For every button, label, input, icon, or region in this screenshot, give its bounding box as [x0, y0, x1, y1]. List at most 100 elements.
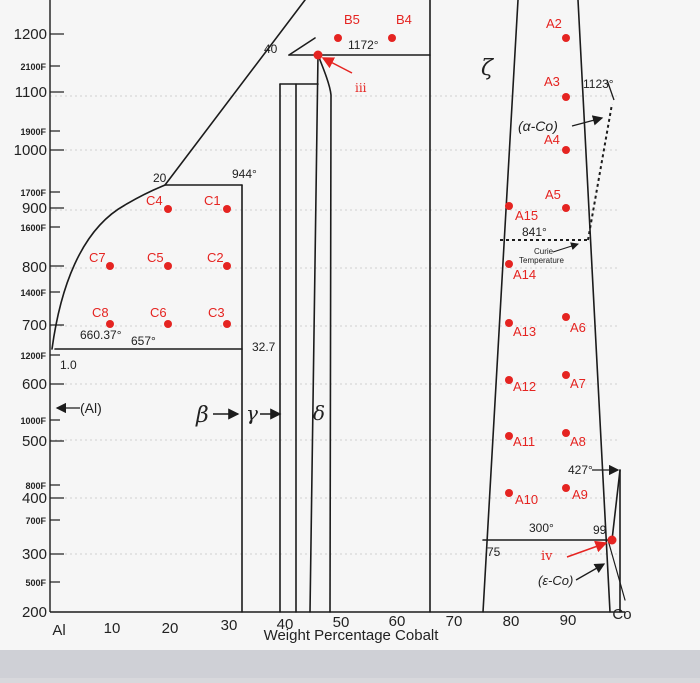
sample-dot-a13	[505, 319, 513, 327]
sample-label-c4: C4	[146, 193, 163, 208]
temp-300: 300°	[529, 521, 554, 535]
comp-40: 40	[264, 42, 278, 56]
y-tick-1000: 1000	[14, 142, 47, 159]
sample-label-a7: A7	[570, 376, 586, 391]
marker-iv: iv	[541, 549, 553, 564]
f-tick-1000: 1000F	[20, 416, 46, 426]
curie-label-line2: Temperature	[519, 256, 564, 265]
sample-dot-c3	[223, 320, 231, 328]
y-tick-600: 600	[22, 376, 47, 393]
comp-32-7: 32.7	[252, 340, 276, 354]
liquidus-beta	[164, 0, 306, 186]
comp-75: 75	[487, 545, 501, 559]
delta-left-boundary	[309, 54, 319, 613]
y-tick-300: 300	[22, 546, 47, 563]
sample-dot-b5	[334, 34, 342, 42]
sample-dot-c2	[223, 262, 231, 270]
iii-arrow	[321, 57, 353, 74]
phase-gamma: γ	[246, 401, 258, 425]
temp-841: 841°	[522, 225, 547, 239]
f-tick-700: 700F	[25, 516, 46, 526]
sample-label-c5: C5	[147, 250, 164, 265]
f-tick-1400: 1400F	[20, 288, 46, 298]
x-axis-title: Weight Percentage Cobalt	[264, 627, 440, 644]
temp-1123: 1123°	[583, 77, 614, 91]
f-tick-500: 500F	[25, 578, 46, 588]
phase-alpha-co: (α-Co)	[518, 118, 558, 134]
x-axis-tick-labels: Al 10 20 30 40 50 60 70 80 90 Co	[52, 606, 631, 639]
temp-944: 944°	[232, 167, 257, 181]
iv-arrow	[566, 540, 608, 558]
curie-arrow	[552, 242, 579, 253]
x-tick-al: Al	[52, 622, 65, 639]
x-tick-30: 30	[221, 617, 238, 634]
temperature-labels: 1172° 944° 660.37° 657° 841° 1123° 427° …	[80, 38, 614, 535]
sample-dot-c8	[106, 320, 114, 328]
sample-dot-a11	[505, 432, 513, 440]
sample-label-c8: C8	[92, 305, 109, 320]
temp-1172: 1172°	[348, 38, 379, 52]
sample-label-a10: A10	[515, 492, 538, 507]
f-tick-1900: 1900F	[20, 127, 46, 137]
phase-epsilon-co: (ε-Co)	[538, 573, 573, 588]
y-tick-400: 400	[22, 490, 47, 507]
x-tick-50: 50	[333, 614, 350, 631]
composition-labels: 40 20 32.7 1.0 75 99	[60, 42, 607, 559]
sample-dot-c4	[164, 205, 172, 213]
f-tick-1600: 1600F	[20, 223, 46, 233]
sample-dot-a7	[562, 371, 570, 379]
sample-label-a8: A8	[570, 434, 586, 449]
curie-dashed-lines	[500, 103, 613, 241]
sample-label-a13: A13	[513, 324, 536, 339]
y-tick-1100: 1100	[15, 84, 47, 101]
leader-1123	[606, 79, 615, 101]
celsius-axis-labels: 1200 1100 1000 900 800 700 600 500 400 3…	[14, 26, 47, 621]
x-tick-10: 10	[104, 620, 121, 637]
sample-label-c6: C6	[150, 305, 167, 320]
peritectic-point-1172	[313, 50, 323, 60]
sample-dot-a14	[505, 260, 513, 268]
f-tick-800: 800F	[25, 481, 46, 491]
sample-dot-b4	[388, 34, 396, 42]
grid-lines	[50, 95, 620, 555]
phase-beta: β	[195, 403, 209, 428]
phase-boundaries	[51, 0, 626, 613]
comp-99: 99	[593, 523, 607, 537]
sample-dot-c7	[106, 262, 114, 270]
sample-dot-a3	[562, 93, 570, 101]
sample-label-a12: A12	[513, 379, 536, 394]
sample-points: B5 B4 C4 C1 C7 C5 C2 C8 C6 C3 A2 A3 A4 A5 A15 A14 A13 A6 A…	[89, 12, 588, 507]
liquidus-al-rich	[51, 184, 166, 350]
sample-dot-a5	[562, 204, 570, 212]
comp-1-0: 1.0	[60, 358, 77, 372]
f-tick-1200: 1200F	[20, 351, 46, 361]
delta-right-boundary	[317, 54, 332, 613]
sample-label-c3: C3	[208, 305, 225, 320]
y-tick-700: 700	[22, 317, 47, 334]
sample-label-a15: A15	[515, 208, 538, 223]
x-tick-co: Co	[612, 606, 631, 623]
axes	[49, 0, 625, 613]
phase-al: (Al)	[80, 400, 102, 416]
temp-657: 657°	[131, 334, 156, 348]
x-tick-70: 70	[446, 613, 463, 630]
sample-label-a5: A5	[545, 187, 561, 202]
marker-iii: iii	[355, 81, 367, 95]
celsius-tick-marks	[50, 33, 64, 583]
sample-dot-a4	[562, 146, 570, 154]
x-tick-80: 80	[503, 613, 520, 630]
sample-label-b5: B5	[344, 12, 360, 27]
epsilon-co-arrow	[575, 563, 606, 581]
sample-dot-a6	[562, 313, 570, 321]
sample-dot-a2	[562, 34, 570, 42]
sample-label-a14: A14	[513, 267, 536, 282]
y-tick-200: 200	[22, 604, 47, 621]
alpha-co-arrow	[571, 115, 604, 127]
sample-label-a11: A11	[513, 434, 535, 449]
sample-dot-a9	[562, 484, 570, 492]
sample-dot-a12	[505, 376, 513, 384]
y-tick-500: 500	[22, 433, 47, 450]
x-tick-60: 60	[389, 613, 406, 630]
